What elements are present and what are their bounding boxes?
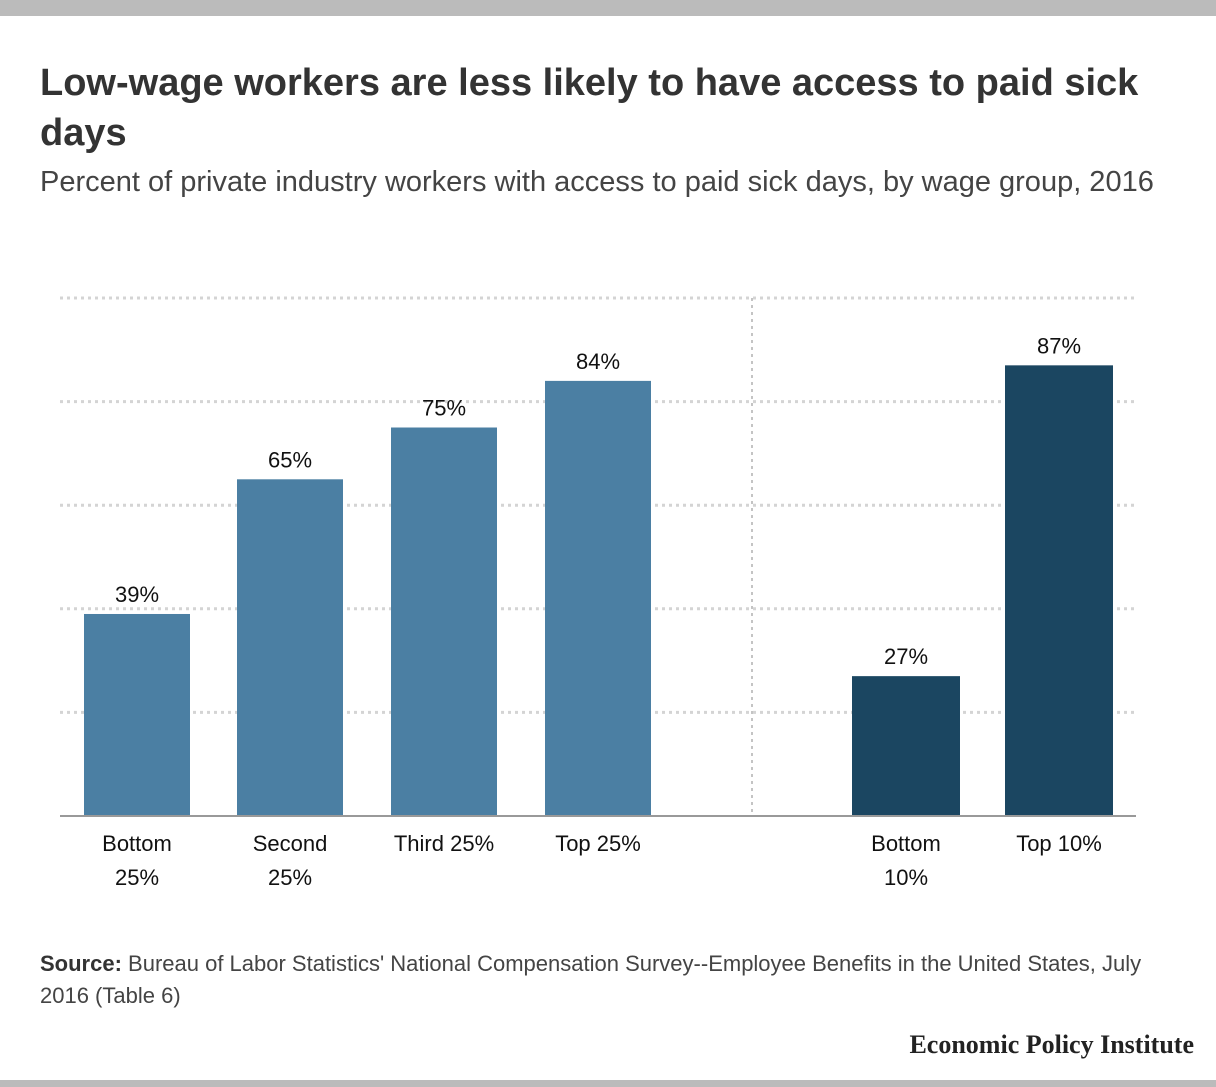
data-label: 87%: [1037, 333, 1081, 358]
source-text: Bureau of Labor Statistics' National Com…: [40, 951, 1142, 1008]
source-label: Source:: [40, 951, 122, 976]
source-note: Source: Bureau of Labor Statistics' Nati…: [40, 948, 1180, 1012]
category-label: Bottom: [871, 831, 941, 856]
brand-logo: Economic Policy Institute: [909, 1030, 1194, 1059]
data-label: 39%: [115, 582, 159, 607]
chart-subtitle: Percent of private industry workers with…: [40, 166, 1154, 198]
category-label: Second: [253, 831, 328, 856]
category-label: Third 25%: [394, 831, 494, 856]
data-label: 84%: [576, 349, 620, 374]
bar: [1005, 365, 1113, 816]
top-border-bar: [0, 0, 1216, 16]
category-label: 25%: [115, 865, 159, 890]
category-label: Top 25%: [555, 831, 641, 856]
bar: [391, 427, 497, 816]
bar: [84, 613, 190, 816]
data-label: 27%: [884, 644, 928, 669]
data-label: 75%: [422, 396, 466, 421]
bar: [852, 676, 960, 816]
category-label: 10%: [884, 865, 928, 890]
bottom-border-bar: [0, 1080, 1216, 1087]
bar: [237, 479, 343, 816]
bar: [545, 380, 651, 816]
category-label: Top 10%: [1016, 831, 1102, 856]
category-label: 25%: [268, 865, 312, 890]
chart-title: Low-wage workers are less likely to have…: [40, 62, 1139, 154]
bar-chart: 39% Bottom 25% 65% Second 25% 75% Third 25% 84% T…: [60, 296, 1136, 890]
category-label: Bottom: [102, 831, 172, 856]
data-label: 65%: [268, 447, 312, 472]
